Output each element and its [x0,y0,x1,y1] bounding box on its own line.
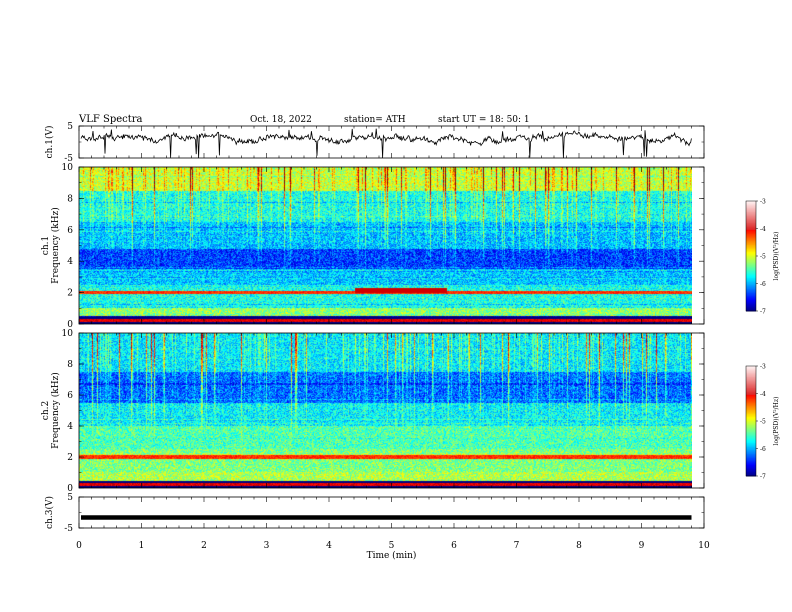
y-tick-label: 2 [67,289,73,299]
colorbar-tick-label: -6 [760,446,766,453]
ch1-waveform-trace [80,128,692,159]
colorbar-label: log(PSD)(V²/Hz) [773,397,780,446]
colorbar-tick-label: -7 [760,309,766,316]
ch1-spectrogram-panel: 0 2 4 6 8 10 ch.1 Frequency (kHz) [41,163,705,330]
x-tick-label: 2 [201,541,207,551]
y-axis-label: ch.3(V) [44,496,55,529]
chart-title: VLF Spectra [79,114,143,125]
spectrogram-image [79,167,692,324]
y-axis-label: Frequency (kHz) [50,372,61,449]
y-tick-label: 8 [67,360,73,370]
y-axis-label: ch.1 [41,236,51,255]
y-axis-label: ch.1(V) [44,126,55,159]
ch2-colorbar: -3 -4 -5 -6 -7 log(PSD)(V²/Hz) [745,364,780,481]
ch3-waveform-panel: 5 -5 ch.3(V) [44,493,705,534]
y-tick-label: 10 [62,329,74,339]
colorbar-tick-label: -3 [760,199,766,206]
colorbar-tick-label: -5 [760,419,766,426]
x-tick-label: 3 [264,541,270,551]
date-label: Oct. 18, 2022 [250,115,312,125]
y-tick-label: 0 [67,484,73,494]
y-tick-label: -5 [64,524,73,534]
y-tick-label: -5 [64,154,73,164]
y-tick-label: 2 [67,453,73,463]
y-tick-label: 4 [67,422,73,432]
ch2-spectrogram-panel: 0 2 4 6 8 10 ch.2 Frequency (kHz) [41,329,705,494]
x-tick-label: 4 [326,541,332,551]
colorbar-tick-label: -5 [760,254,766,261]
station-label: station= ATH [344,115,406,125]
x-tick-label: 1 [139,541,145,551]
y-tick-label: 8 [67,194,73,204]
y-tick-label: 6 [67,226,73,236]
colorbar-label: log(PSD)(V²/Hz) [773,232,780,281]
colorbar-tick-label: -3 [760,364,766,371]
colorbar-tick-label: -7 [760,474,766,481]
time-axis: 0 1 2 3 4 5 6 7 8 9 10 Time (min) [76,541,710,561]
x-tick-label: 6 [451,541,457,551]
x-tick-label: 5 [389,541,395,551]
x-tick-label: 10 [698,541,710,551]
y-axis-label: ch.2 [41,401,51,420]
y-tick-label: 5 [67,122,73,132]
colorbar-tick-label: -4 [760,391,766,398]
colorbar-tick-label: -6 [760,281,766,288]
x-tick-label: 8 [576,541,582,551]
y-axis-label: Frequency (kHz) [50,207,61,284]
start-time-label: start UT = 18: 50: 1 [438,115,530,125]
y-tick-label: 6 [67,391,73,401]
ch1-colorbar: -3 -4 -5 -6 -7 log(PSD)(V²/Hz) [745,199,780,316]
x-axis-label: Time (min) [367,550,417,561]
x-tick-label: 7 [514,541,520,551]
y-tick-label: 10 [62,163,74,173]
colorbar-tick-label: -4 [760,226,766,233]
x-tick-label: 0 [76,541,82,551]
y-tick-label: 4 [67,257,73,267]
y-tick-label: 0 [67,320,73,330]
y-tick-label: 5 [67,493,73,503]
spectrogram-image [79,333,692,488]
x-tick-label: 9 [639,541,645,551]
ch1-waveform-panel: 5 -5 ch.1(V) [44,122,705,164]
